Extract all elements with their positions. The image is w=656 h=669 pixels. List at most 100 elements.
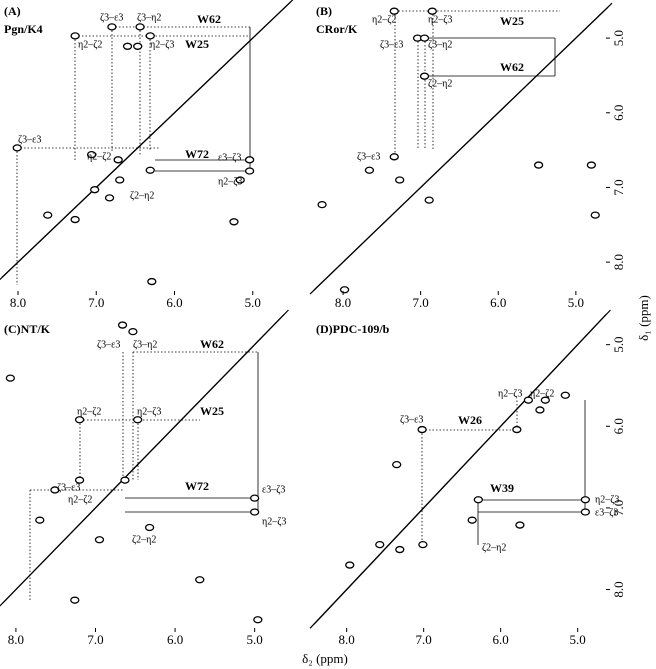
cross-peak [74,416,85,424]
cross-peak [395,545,405,554]
cross-peak [244,167,255,175]
peak-label: η2–ζ2 [78,39,102,50]
x-tick-label: 5.0 [247,632,263,647]
peak-label: ζ3–ε3 [357,151,380,162]
residue-label: W25 [200,404,224,418]
y-tick-label: 6.0 [611,418,626,434]
cross-peak [424,196,434,204]
peak-label: ε3–ζ3 [262,484,285,495]
cross-peak [580,496,591,504]
panel-label: (C)NT/K [4,322,51,336]
peak-label: ζ3–ε3 [18,134,41,145]
cross-peak [389,7,399,15]
peak-label: η2–ζ3 [218,176,242,187]
residue-label: W25 [185,37,209,51]
x-tick-label: 7.0 [88,295,104,310]
peak-label: ζ3–ε3 [400,414,423,425]
cross-peak [128,327,138,336]
x-tick-label: 6.0 [166,295,182,310]
x-tick-label: 6.0 [490,295,506,310]
peak-label: ζ3–η2 [133,339,157,350]
peak-label: η2–ζ3 [428,14,452,25]
panel: 8.0 7.0 6.0 5.0 (A) Pgn/K4 ζ3–ε3 ζ3–η2 W62 η2–ζ2 η… [0,0,294,310]
residue-label: W72 [185,147,209,161]
cross-peak [345,561,355,569]
peak-label: η2–ζ3 [262,516,286,527]
cross-peak [133,416,143,424]
cross-peak [74,476,85,484]
y-tick-label: 8.0 [611,254,626,270]
sample-label: Pgn/K4 [4,22,43,36]
peak-label: ζ2–η2 [482,542,506,553]
cross-peak [107,23,117,31]
cross-peak [580,508,591,516]
cross-peak [235,176,245,184]
peak-label: ζ3–ε3 [97,339,120,350]
cross-peak [395,176,405,184]
cross-peak [364,166,375,174]
cross-peak [145,32,155,40]
cross-peak [540,396,550,404]
cross-peak [133,42,143,50]
y-tick-label: 5.0 [611,337,626,353]
x-tick-label: 7.0 [416,632,432,647]
diagonal [1,0,294,278]
panel: 8.0 7.0 6.0 5.0 5.0 6.0 7.0 8.0 (B) CRor/K η2–ζ2 η2… [309,2,626,310]
cross-peak [229,218,239,226]
cross-peak [560,391,570,399]
cross-peak [467,516,477,524]
peak-label: η2–ζ3 [498,388,522,399]
peak-label: η2–ζ3 [595,494,619,505]
cross-peak [115,176,125,184]
cross-peak [392,461,402,469]
y-tick-label: 5.0 [611,30,626,46]
x-tick-label: 5.0 [568,295,584,310]
x-tick-label: 8.0 [8,632,24,647]
cross-peak [70,596,80,604]
cross-peak [86,150,97,159]
peak-label: η2–ζ2 [77,406,101,417]
cross-peak [512,425,522,434]
peak-label: ζ2–η2 [428,78,452,89]
residue-label: W26 [458,413,482,427]
cross-peak [417,425,427,434]
peak-label: ζ2–η2 [130,190,154,201]
cross-peak [523,396,534,404]
x-tick-label: 5.0 [570,632,586,647]
cross-peak [145,166,155,174]
cross-peak [535,406,545,414]
cross-peak [419,34,430,42]
cross-peak [90,186,100,194]
x-tick-label: 8.0 [339,632,355,647]
cross-peak [249,508,260,516]
diagonal [313,309,611,625]
peak-label: ζ3–η2 [137,12,161,23]
peak-label: ζ3–η2 [428,39,452,50]
cross-peak [70,32,80,40]
cross-peak [515,521,525,529]
x-axis-label: δ₂ (ppm) [302,651,348,666]
x-tick-label: 5.0 [245,295,261,310]
cross-peak [418,541,428,549]
cross-peak [389,153,399,161]
cross-peak [104,194,115,202]
x-tick-label: 7.0 [413,295,429,310]
cross-peak [113,156,123,164]
cross-peak [375,541,385,549]
y-tick-label: 7.0 [611,500,626,516]
cross-peak [317,200,327,209]
y-tick-label: 8.0 [611,581,626,597]
panel-label: (D)PDC-109/b [316,322,390,336]
x-tick-label: 6.0 [167,632,183,647]
panel-label: (B) [316,4,332,18]
cross-peak [253,616,263,624]
panel: 8.0 7.0 6.0 5.0 (C)NT/K ζ3–ε3 ζ3–η2 W62 η2–ζ2 η2–… [0,309,289,647]
residue-label: W62 [197,12,221,26]
cross-peak [147,277,157,286]
sample-label: CRor/K [316,22,358,36]
y-tick-label: 6.0 [611,105,626,121]
residue-label: W62 [200,337,224,351]
peak-label: ζ2–η2 [132,534,156,545]
cross-peak [339,286,350,294]
